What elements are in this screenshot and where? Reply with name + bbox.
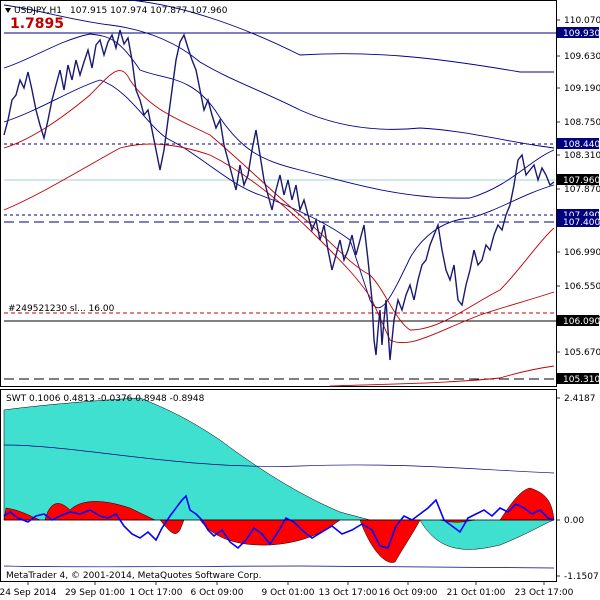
time-tick-label: 29 Sep 01:00	[65, 588, 125, 598]
price-tick-label: 109.190	[564, 84, 600, 94]
price-level-label: 108.440	[563, 140, 600, 150]
ohlc-values: 107.915 107.974 107.877 107.960	[70, 6, 228, 16]
time-tick-label: 23 Oct 17:00	[515, 588, 574, 598]
price-level-box	[557, 174, 599, 185]
price-axis: 110.070 109.630 109.190 108.750 108.310 107.8…	[556, 16, 600, 358]
time-tick-label: 1 Oct 17:00	[130, 588, 183, 598]
price-tick-label: 109.630	[564, 52, 600, 62]
time-tick-label: 13 Oct 17:00	[319, 588, 378, 598]
price-level-box	[557, 315, 599, 326]
oscillator-tick-label: 2.4187	[564, 394, 596, 404]
time-tick-label: 6 Oct 09:00	[191, 588, 244, 598]
price-tick-label: 106.550	[564, 282, 600, 292]
copyright-text: MetaTrader 4, © 2001-2014, MetaQuotes So…	[6, 571, 262, 581]
band-upper	[3, 444, 555, 474]
price-tick-label: 108.310	[564, 151, 600, 161]
price-axis-boxes: 109.930108.440107.960107.490107.400106.0…	[557, 27, 600, 385]
oscillator-axis: 2.4187 0.00 -1.1507	[556, 394, 599, 582]
price-level-box	[557, 27, 599, 38]
time-tick-label: 24 Sep 2014	[0, 588, 57, 598]
price-level-box	[557, 373, 599, 384]
oscillator-tick-label: -1.1507	[564, 572, 599, 582]
time-axis: 24 Sep 2014 29 Sep 01:00 1 Oct 17:00 6 Oct …	[0, 581, 574, 598]
price-level-label: 109.930	[563, 29, 600, 39]
order-line-label[interactable]: #249521230 sl... 16.00	[8, 304, 115, 314]
symbol-dropdown-icon[interactable]	[5, 8, 11, 13]
histogram-cyan	[3, 397, 555, 550]
price-series	[3, 29, 555, 361]
price-pane[interactable]	[0, 0, 557, 387]
time-tick-label: 21 Oct 01:00	[447, 588, 506, 598]
price-tick-label: 106.990	[564, 248, 600, 258]
price-level-label: 105.310	[563, 375, 600, 385]
symbol-title: USDJPY,H1	[14, 6, 62, 16]
chart-header: USDJPY,H1 107.915 107.974 107.877 107.96…	[5, 6, 228, 32]
price-level-box	[557, 138, 599, 149]
price-level-label: 107.960	[563, 176, 600, 186]
price-tick-label: 108.750	[564, 118, 600, 128]
oscillator-header: SWT 0.1006 0.4813 -0.0376 0.8948 -0.8948	[6, 394, 205, 404]
price-level-box	[557, 209, 599, 220]
oscillator-tick-label: 0.00	[564, 516, 584, 526]
price-tick-label: 107.870	[564, 185, 600, 195]
price-tick-label: 105.670	[564, 348, 600, 358]
price-level-label: 107.400	[563, 218, 600, 228]
oscillator-plot	[3, 397, 555, 569]
signal-line	[3, 494, 555, 550]
level-lines	[4, 32, 556, 380]
indicator-value: 1.7895	[10, 16, 64, 32]
price-level-label: 106.090	[563, 317, 600, 327]
price-tick-label: 110.070	[564, 16, 600, 26]
bands	[3, 0, 555, 387]
time-tick-label: 9 Oct 01:00	[262, 588, 315, 598]
price-level-box	[557, 216, 599, 227]
time-tick-label: 16 Oct 09:00	[379, 588, 438, 598]
